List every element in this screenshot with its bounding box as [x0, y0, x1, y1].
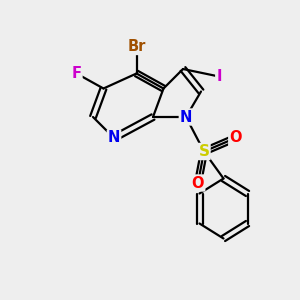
Text: F: F: [71, 66, 82, 81]
Text: Br: Br: [127, 39, 146, 54]
Text: S: S: [199, 144, 209, 159]
Text: I: I: [216, 69, 222, 84]
Text: N: N: [180, 110, 192, 124]
Text: O: O: [192, 176, 204, 190]
Text: N: N: [108, 130, 120, 146]
Text: O: O: [229, 130, 242, 146]
